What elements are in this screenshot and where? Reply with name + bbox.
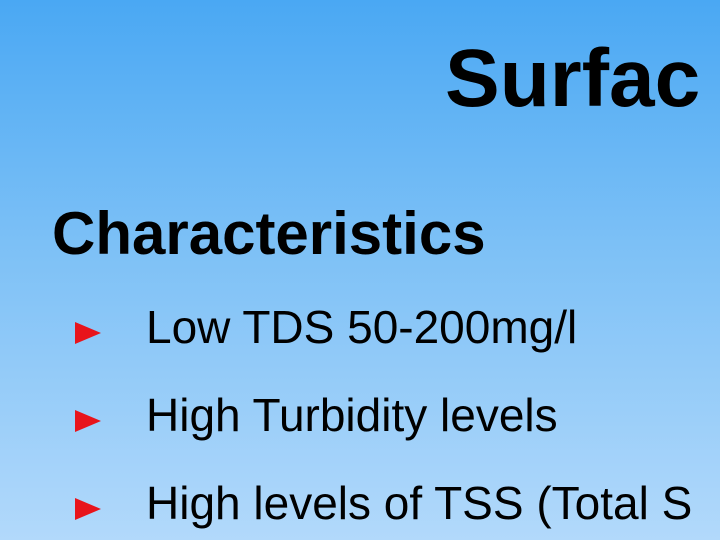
bullet-triangle-icon	[75, 498, 101, 520]
bullet-triangle-icon	[75, 322, 101, 344]
bullet-text: High levels of TSS (Total S	[146, 477, 693, 529]
slide-title: Surfac	[445, 33, 701, 124]
bullet-text: High Turbidity levels	[146, 389, 558, 441]
bullet-text: Low TDS 50-200mg/l	[146, 301, 578, 353]
slide-subtitle: Characteristics	[52, 200, 486, 267]
bullet-triangle-icon	[75, 410, 101, 432]
